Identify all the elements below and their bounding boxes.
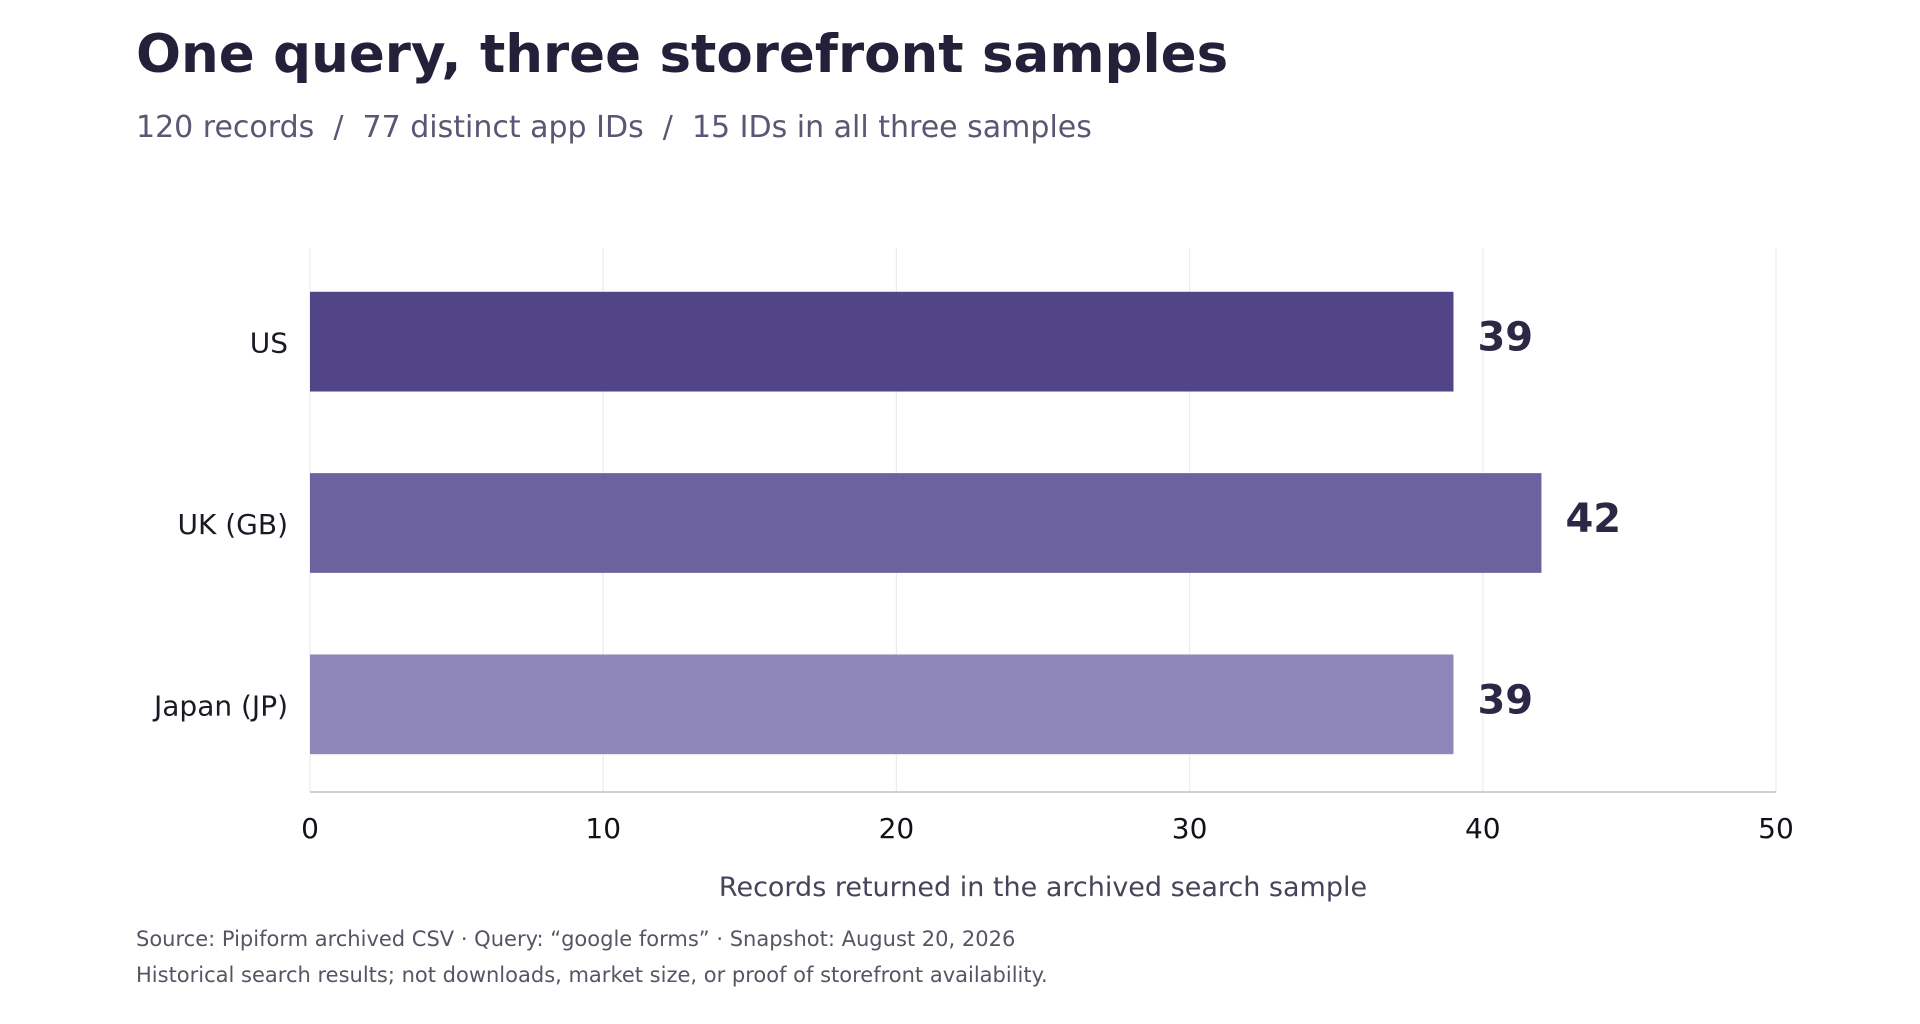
data-label-0: 39 [1477, 315, 1533, 361]
bar-1 [310, 473, 1542, 573]
bar-2 [310, 654, 1454, 755]
x-axis-label: Records returned in the archived search … [719, 872, 1367, 903]
x-tick-label-1: 10 [585, 812, 621, 845]
x-tick-label-5: 50 [1758, 812, 1794, 845]
data-label-1: 42 [1565, 496, 1621, 542]
category-label-1: UK (GB) [177, 508, 288, 541]
disclaimer-note: Historical search results; not downloads… [136, 963, 1048, 987]
bars: US 39 UK (GB) 42 Japan (JP) 39 [152, 291, 1621, 755]
x-tick-label-3: 30 [1172, 812, 1208, 845]
data-label-2: 39 [1477, 677, 1533, 723]
bar-0 [310, 291, 1454, 392]
page-title: One query, three storefront samples [136, 24, 1229, 85]
x-tick-label-4: 40 [1465, 812, 1501, 845]
source-note: Source: Pipiform archived CSV · Query: “… [136, 927, 1016, 951]
page-subtitle: 120 records / 77 distinct app IDs / 15 I… [136, 110, 1092, 145]
x-tick-label-2: 20 [879, 812, 915, 845]
x-tick-labels: 0 10 20 30 40 50 [301, 812, 1794, 845]
category-label-0: US [250, 327, 288, 360]
category-label-2: Japan (JP) [152, 689, 288, 722]
x-tick-label-0: 0 [301, 812, 319, 845]
